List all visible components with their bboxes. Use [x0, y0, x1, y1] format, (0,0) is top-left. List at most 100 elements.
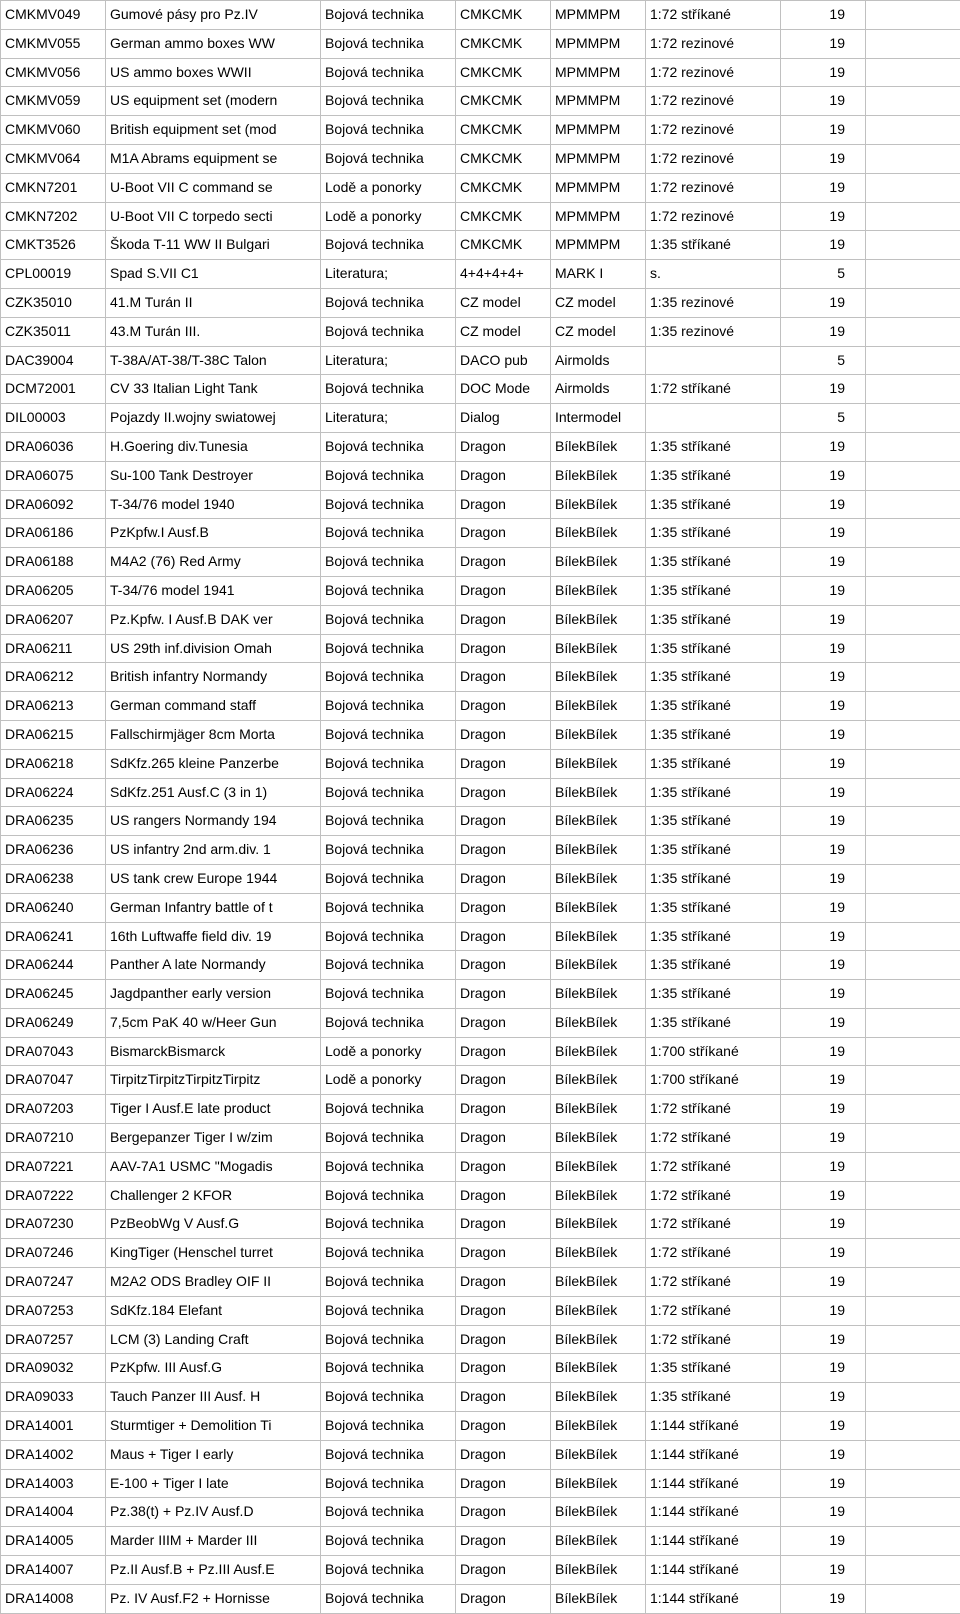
table-row: DRA0624116th Luftwaffe field div. 19Bojo… [1, 922, 960, 951]
table-cell: BílekBílek [551, 807, 646, 836]
table-cell: Pz.Kpfw. I Ausf.B DAK ver [106, 605, 321, 634]
table-cell: DRA14003 [1, 1469, 106, 1498]
table-cell: BílekBílek [551, 1383, 646, 1412]
table-cell: 1:35 stříkané [646, 548, 781, 577]
table-row: DRA14002Maus + Tiger I earlyBojová techn… [1, 1440, 960, 1469]
table-cell: BílekBílek [551, 1584, 646, 1613]
table-cell: DRA14001 [1, 1412, 106, 1441]
table-cell [866, 893, 960, 922]
table-row: DRA07222Challenger 2 KFORBojová technika… [1, 1181, 960, 1210]
table-cell: Dragon [456, 1440, 551, 1469]
table-cell: Dragon [456, 692, 551, 721]
table-cell: CMKMV055 [1, 29, 106, 58]
table-cell [866, 404, 960, 433]
table-cell: Sturmtiger + Demolition Ti [106, 1412, 321, 1441]
table-cell [866, 1, 960, 30]
table-cell: 1:35 rezinové [646, 317, 781, 346]
table-cell: CMKCMK [456, 116, 551, 145]
table-cell: 19 [781, 1296, 866, 1325]
table-cell: T-34/76 model 1941 [106, 576, 321, 605]
table-cell: DRA07043 [1, 1037, 106, 1066]
table-cell: BílekBílek [551, 1152, 646, 1181]
table-cell: 19 [781, 720, 866, 749]
table-cell: KingTiger (Henschel turret [106, 1239, 321, 1268]
table-cell [866, 144, 960, 173]
table-cell: DRA07203 [1, 1095, 106, 1124]
table-cell: 1:35 stříkané [646, 1008, 781, 1037]
table-cell: Bojová technika [321, 231, 456, 260]
table-row: DRA07257LCM (3) Landing CraftBojová tech… [1, 1325, 960, 1354]
table-cell: 19 [781, 778, 866, 807]
table-cell: Pz.38(t) + Pz.IV Ausf.D [106, 1498, 321, 1527]
table-cell: 19 [781, 1325, 866, 1354]
table-row: DRA06240German Infantry battle of tBojov… [1, 893, 960, 922]
table-cell [866, 1239, 960, 1268]
table-cell: 1:35 stříkané [646, 720, 781, 749]
table-cell: Bojová technika [321, 87, 456, 116]
table-cell: TirpitzTirpitzTirpitzTirpitz [106, 1066, 321, 1095]
table-cell: DRA07221 [1, 1152, 106, 1181]
table-cell: DRA06211 [1, 634, 106, 663]
table-cell: BílekBílek [551, 1412, 646, 1441]
table-cell [866, 951, 960, 980]
table-cell: Challenger 2 KFOR [106, 1181, 321, 1210]
table-cell: 19 [781, 29, 866, 58]
table-cell: 1:144 stříkané [646, 1498, 781, 1527]
table-row: DRA06235US rangers Normandy 194Bojová te… [1, 807, 960, 836]
table-cell: German ammo boxes WW [106, 29, 321, 58]
table-cell: Bojová technika [321, 1152, 456, 1181]
table-cell: DAC39004 [1, 346, 106, 375]
table-row: DRA07246KingTiger (Henschel turretBojová… [1, 1239, 960, 1268]
table-cell: Bojová technika [321, 778, 456, 807]
table-cell: DRA06224 [1, 778, 106, 807]
table-cell: DRA06212 [1, 663, 106, 692]
table-cell: 19 [781, 864, 866, 893]
table-cell [866, 317, 960, 346]
table-cell: Dragon [456, 1066, 551, 1095]
table-cell: BílekBílek [551, 980, 646, 1009]
table-cell: 19 [781, 144, 866, 173]
table-cell: DRA06218 [1, 749, 106, 778]
table-cell: SdKfz.184 Elefant [106, 1296, 321, 1325]
table-cell: 1:72 rezinové [646, 29, 781, 58]
table-cell: CMKCMK [456, 144, 551, 173]
table-cell [866, 1354, 960, 1383]
table-cell: 19 [781, 87, 866, 116]
table-row: DRA06211US 29th inf.division OmahBojová … [1, 634, 960, 663]
table-cell: 19 [781, 605, 866, 634]
table-cell: 1:72 stříkané [646, 1210, 781, 1239]
table-cell: BílekBílek [551, 1239, 646, 1268]
table-cell [866, 836, 960, 865]
table-cell: 1:72 stříkané [646, 1124, 781, 1153]
table-cell: Bojová technika [321, 807, 456, 836]
table-cell: 16th Luftwaffe field div. 19 [106, 922, 321, 951]
table-cell: Airmolds [551, 346, 646, 375]
table-cell: Bojová technika [321, 605, 456, 634]
table-cell: Bojová technika [321, 519, 456, 548]
table-cell: CZ model [551, 317, 646, 346]
table-cell: CZK35011 [1, 317, 106, 346]
table-cell: CZ model [551, 288, 646, 317]
table-cell: Dragon [456, 864, 551, 893]
table-cell: 19 [781, 634, 866, 663]
table-cell: CMKMV059 [1, 87, 106, 116]
table-cell: Bojová technika [321, 893, 456, 922]
table-cell: BílekBílek [551, 692, 646, 721]
table-row: DRA06036H.Goering div.TunesiaBojová tech… [1, 432, 960, 461]
table-cell: Bojová technika [321, 864, 456, 893]
table-cell: DRA06036 [1, 432, 106, 461]
table-cell: 19 [781, 173, 866, 202]
table-cell: MPMMPM [551, 173, 646, 202]
table-cell: 1:35 stříkané [646, 231, 781, 260]
table-cell: Bojová technika [321, 29, 456, 58]
table-cell: Dragon [456, 1008, 551, 1037]
table-cell: Bojová technika [321, 548, 456, 577]
table-cell: 1:72 stříkané [646, 1239, 781, 1268]
table-cell [866, 864, 960, 893]
table-cell: Bojová technika [321, 461, 456, 490]
table-cell: DRA07210 [1, 1124, 106, 1153]
table-cell: US rangers Normandy 194 [106, 807, 321, 836]
table-cell: Spad S.VII C1 [106, 260, 321, 289]
table-cell: DRA07257 [1, 1325, 106, 1354]
table-cell: Bojová technika [321, 116, 456, 145]
